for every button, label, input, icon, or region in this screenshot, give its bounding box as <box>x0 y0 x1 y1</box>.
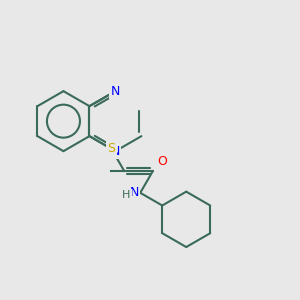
Text: S: S <box>107 142 116 155</box>
Text: H: H <box>122 190 130 200</box>
Text: N: N <box>111 85 120 98</box>
Text: N: N <box>111 145 120 158</box>
Text: O: O <box>157 155 167 168</box>
Text: N: N <box>130 186 139 199</box>
